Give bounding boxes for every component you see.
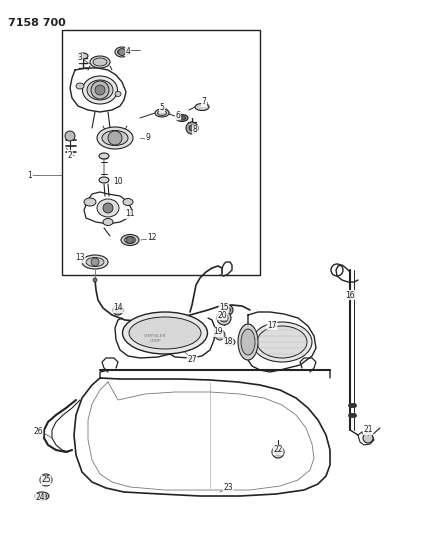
Ellipse shape — [97, 199, 119, 217]
Ellipse shape — [86, 257, 104, 266]
Ellipse shape — [252, 322, 312, 362]
Ellipse shape — [93, 58, 107, 66]
Ellipse shape — [82, 255, 108, 269]
Ellipse shape — [115, 47, 129, 57]
Ellipse shape — [238, 324, 258, 360]
Circle shape — [39, 493, 45, 499]
Circle shape — [91, 258, 99, 266]
Circle shape — [115, 308, 121, 312]
Text: 18: 18 — [223, 337, 233, 346]
Ellipse shape — [123, 312, 208, 354]
Text: 10: 10 — [113, 177, 123, 187]
Text: 12: 12 — [147, 233, 157, 243]
Circle shape — [108, 131, 122, 145]
Ellipse shape — [90, 56, 110, 68]
Text: 11: 11 — [125, 209, 135, 219]
Text: 5: 5 — [160, 103, 164, 112]
Text: 13: 13 — [75, 254, 85, 262]
Text: 26: 26 — [33, 427, 43, 437]
Ellipse shape — [225, 338, 235, 345]
Text: 23: 23 — [223, 483, 233, 492]
Circle shape — [223, 305, 233, 315]
Ellipse shape — [178, 116, 185, 120]
Text: 2: 2 — [68, 150, 73, 159]
Text: 21: 21 — [363, 425, 373, 434]
Ellipse shape — [241, 329, 255, 355]
Circle shape — [40, 474, 52, 486]
Bar — [62, 30, 260, 275]
Ellipse shape — [124, 237, 136, 244]
Ellipse shape — [35, 492, 49, 500]
Text: 19: 19 — [213, 327, 223, 336]
Circle shape — [217, 311, 231, 325]
Ellipse shape — [195, 103, 209, 110]
Text: 24: 24 — [35, 494, 45, 503]
Ellipse shape — [78, 53, 88, 59]
Circle shape — [189, 125, 195, 131]
Text: 16: 16 — [345, 290, 355, 300]
Text: CHRYSLER: CHRYSLER — [144, 334, 166, 338]
Text: 27: 27 — [187, 356, 197, 365]
Text: 7158 700: 7158 700 — [8, 18, 66, 28]
Text: 1: 1 — [27, 171, 32, 180]
Ellipse shape — [84, 198, 96, 206]
Ellipse shape — [157, 110, 166, 116]
Circle shape — [220, 314, 228, 322]
Text: 3: 3 — [78, 53, 82, 62]
Ellipse shape — [37, 494, 46, 498]
Ellipse shape — [102, 131, 128, 146]
Text: 8: 8 — [193, 125, 197, 134]
Ellipse shape — [99, 177, 109, 183]
Ellipse shape — [115, 92, 121, 96]
Ellipse shape — [103, 219, 113, 225]
Circle shape — [93, 278, 97, 282]
Ellipse shape — [129, 317, 201, 349]
Circle shape — [363, 433, 373, 443]
Ellipse shape — [257, 326, 307, 358]
Text: 7: 7 — [202, 98, 206, 107]
Ellipse shape — [76, 83, 84, 89]
Circle shape — [272, 446, 284, 458]
Ellipse shape — [118, 49, 127, 55]
Ellipse shape — [82, 76, 118, 104]
Ellipse shape — [121, 235, 139, 246]
Ellipse shape — [97, 127, 133, 149]
Ellipse shape — [155, 109, 169, 117]
Circle shape — [103, 203, 113, 213]
Text: 22: 22 — [273, 446, 283, 455]
Circle shape — [91, 81, 109, 99]
Text: 6: 6 — [175, 110, 181, 119]
Circle shape — [65, 131, 75, 141]
Circle shape — [215, 330, 225, 340]
Text: 25: 25 — [41, 475, 51, 484]
Text: CORP: CORP — [149, 339, 161, 343]
Circle shape — [275, 449, 281, 455]
Circle shape — [186, 122, 198, 134]
Circle shape — [95, 85, 105, 95]
Ellipse shape — [99, 153, 109, 159]
Ellipse shape — [176, 115, 188, 122]
Circle shape — [118, 49, 126, 55]
Text: 20: 20 — [217, 311, 227, 319]
Circle shape — [43, 477, 49, 483]
Text: 14: 14 — [113, 303, 123, 312]
Circle shape — [113, 305, 123, 315]
Text: 15: 15 — [219, 303, 229, 312]
Circle shape — [226, 308, 230, 312]
Ellipse shape — [87, 80, 113, 100]
Circle shape — [127, 237, 133, 244]
Text: 17: 17 — [267, 320, 277, 329]
Text: 4: 4 — [126, 47, 130, 56]
Text: 9: 9 — [145, 133, 151, 142]
Ellipse shape — [123, 198, 133, 206]
